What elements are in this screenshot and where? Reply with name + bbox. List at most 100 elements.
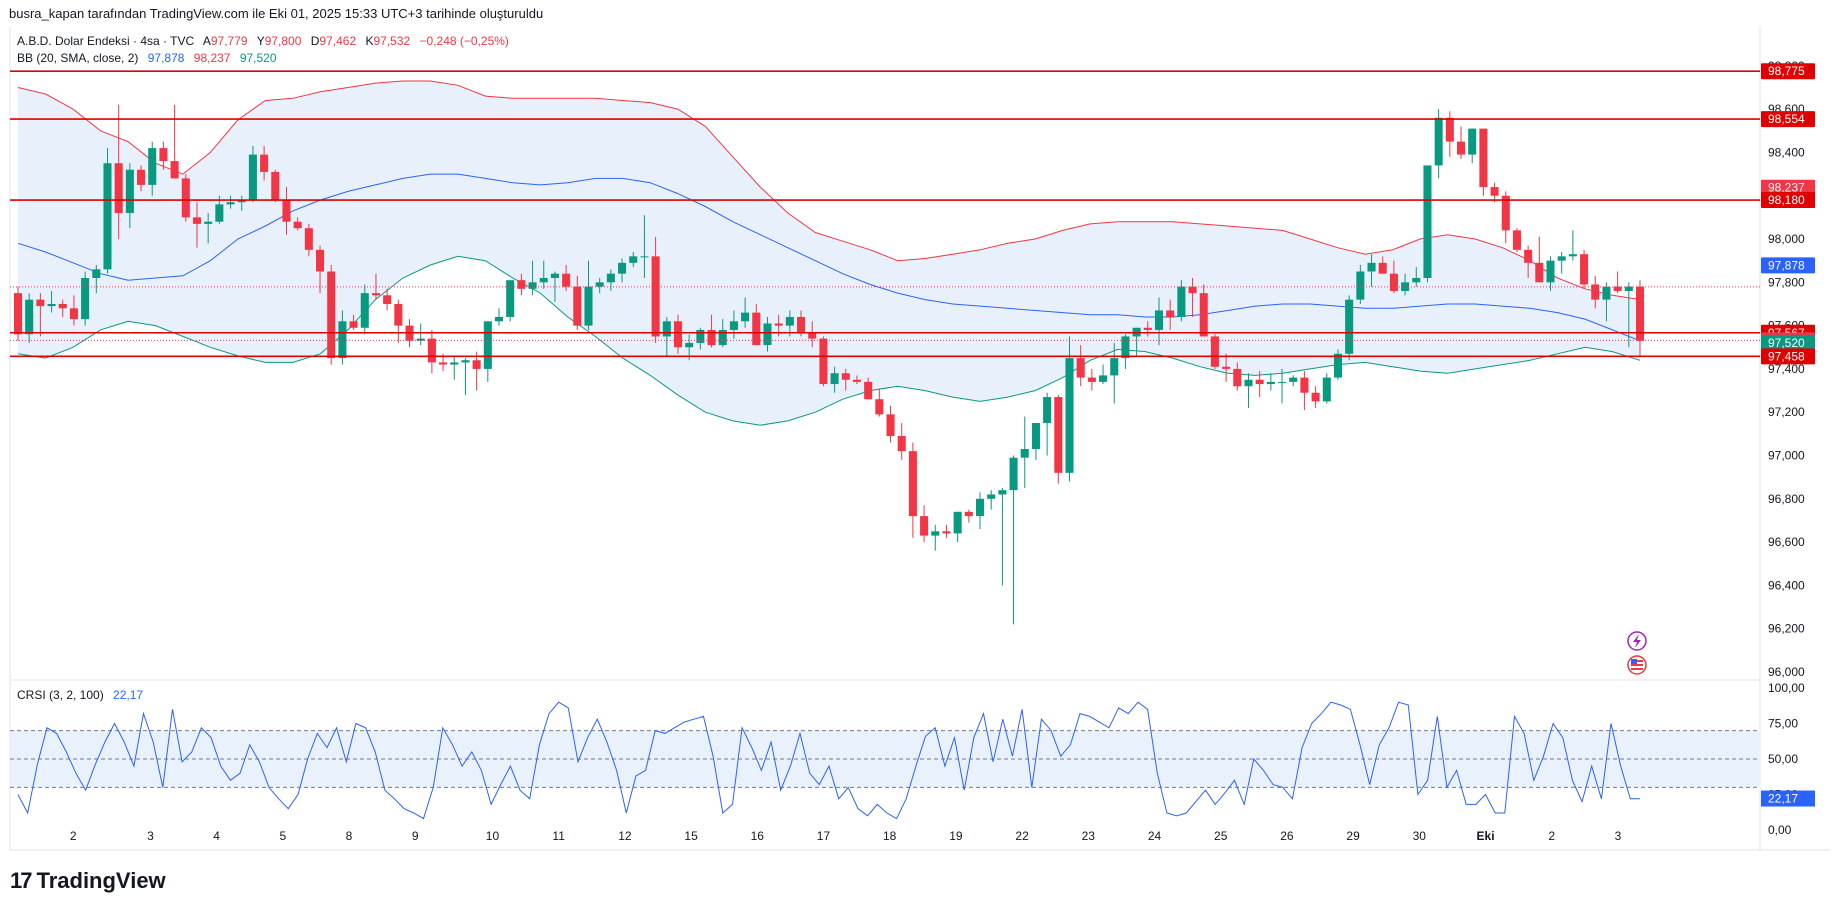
time-tick-label: 8: [346, 829, 353, 843]
candle-body: [729, 321, 738, 330]
candle-body: [1580, 254, 1589, 285]
candle-body: [439, 362, 448, 365]
candle-body: [1322, 377, 1331, 402]
candle-body: [181, 178, 190, 218]
candle-body: [696, 329, 705, 343]
us-flag-event-icon[interactable]: [1627, 655, 1647, 675]
time-tick-label: 15: [684, 829, 698, 843]
candle-body: [1479, 128, 1488, 188]
candle-body: [897, 436, 906, 452]
candle-body: [1490, 187, 1499, 196]
candle-body: [371, 293, 380, 296]
candle-body: [483, 321, 492, 369]
time-tick-label: 12: [618, 829, 632, 843]
lightning-event-icon[interactable]: [1627, 631, 1647, 651]
candle-body: [741, 312, 750, 322]
candle-body: [908, 451, 917, 517]
candle-body: [1110, 358, 1119, 376]
time-tick-label: 19: [949, 829, 963, 843]
candle-body: [1378, 262, 1387, 274]
price-tag-label: 97,520: [1768, 336, 1805, 350]
candle-body: [248, 154, 257, 201]
candle-body: [1367, 262, 1376, 272]
candle-body: [1412, 277, 1421, 283]
time-tick-label: Eki: [1477, 829, 1495, 843]
candle-body: [629, 256, 638, 263]
horizontal-levels[interactable]: [10, 70, 1760, 358]
candle-body: [472, 360, 481, 369]
candle-body: [327, 271, 336, 359]
crsi-tick-label: 100,00: [1768, 681, 1805, 695]
price-tag-label: 98,554: [1768, 112, 1805, 126]
time-tick-label: 23: [1082, 829, 1096, 843]
bb-fill: [18, 81, 1640, 426]
candle-body: [808, 332, 817, 339]
candle-body: [673, 321, 683, 348]
price-tag-bg: [1761, 348, 1815, 365]
time-tick-label: 5: [279, 829, 286, 843]
candle-body: [192, 217, 202, 224]
time-tick-label: 10: [486, 829, 500, 843]
candle-body: [774, 323, 783, 326]
candle-body: [584, 286, 593, 326]
legend-symbol-line[interactable]: A.B.D. Dolar Endeksi · 4sa · TVC A97,779…: [17, 34, 509, 48]
time-axis[interactable]: 2 3 4 5 8 9 10 11 12 15 16 17 18 19 22 23 24 25 26 29 30 Eki 2…: [70, 829, 1622, 843]
price-tag-label: 98,237: [1768, 181, 1805, 195]
price-tag-bg: [1761, 257, 1815, 274]
candlestick-series: [13, 104, 1645, 625]
price-tick-label: 96,800: [1768, 492, 1805, 506]
candle-body: [1166, 310, 1175, 317]
candle-body: [1535, 262, 1544, 283]
time-tick-label: 30: [1413, 829, 1427, 843]
candle-body: [204, 221, 213, 224]
candle-body: [562, 273, 571, 287]
candle-body: [595, 282, 604, 287]
time-tick-label: 3: [1615, 829, 1622, 843]
candle-body: [1278, 381, 1287, 383]
price-tag-bg: [1761, 192, 1815, 209]
price-tick-label: 96,400: [1768, 578, 1805, 592]
time-tick-label: 3: [147, 829, 154, 843]
candle-body: [864, 381, 873, 400]
candle-body: [517, 280, 526, 289]
candle-body: [1244, 379, 1253, 387]
candle-body: [975, 498, 985, 517]
candle-body: [1087, 377, 1096, 382]
price-tag-bg: [1761, 63, 1815, 80]
candle-body: [1199, 293, 1208, 337]
candle-body: [1345, 299, 1354, 354]
candle-body: [58, 303, 67, 309]
candle-body: [1233, 368, 1242, 387]
time-tick-label: 17: [817, 829, 831, 843]
candle-body: [25, 299, 34, 335]
price-axis[interactable]: 96,000 96,200 96,400 96,600 96,800 97,000 97,2…: [1768, 59, 1805, 679]
candle-body: [875, 399, 884, 415]
candle-body: [1501, 195, 1510, 231]
price-tick-label: 98,000: [1768, 232, 1805, 246]
candle-body: [819, 338, 828, 385]
time-tick-label: 2: [1548, 829, 1555, 843]
price-tag-label: 98,775: [1768, 64, 1805, 78]
candle-body: [36, 299, 45, 307]
candle-body: [1009, 457, 1018, 491]
candle-body: [1512, 230, 1521, 250]
time-tick-label: 11: [552, 829, 565, 843]
candle-body: [752, 312, 761, 346]
candle-body: [1177, 286, 1186, 317]
candle-body: [360, 293, 369, 328]
candle-body: [1154, 310, 1164, 330]
candle-body: [125, 169, 134, 214]
candle-body: [662, 321, 671, 337]
legend-bb-line[interactable]: BB (20, SMA, close, 2) 97,878 98,237 97,…: [17, 51, 277, 65]
legend-crsi-line[interactable]: CRSI (3, 2, 100) 22,17: [17, 688, 143, 702]
crsi-value-tag-bg: [1761, 790, 1815, 807]
tradingview-logo[interactable]: 17 TradingView: [10, 868, 166, 894]
crsi-tick-label: 50,00: [1768, 752, 1798, 766]
price-tick-label: 96,000: [1768, 665, 1805, 679]
candle-body: [953, 511, 962, 534]
candle-body: [461, 360, 470, 363]
candle-body: [271, 171, 280, 201]
candle-body: [942, 531, 951, 534]
